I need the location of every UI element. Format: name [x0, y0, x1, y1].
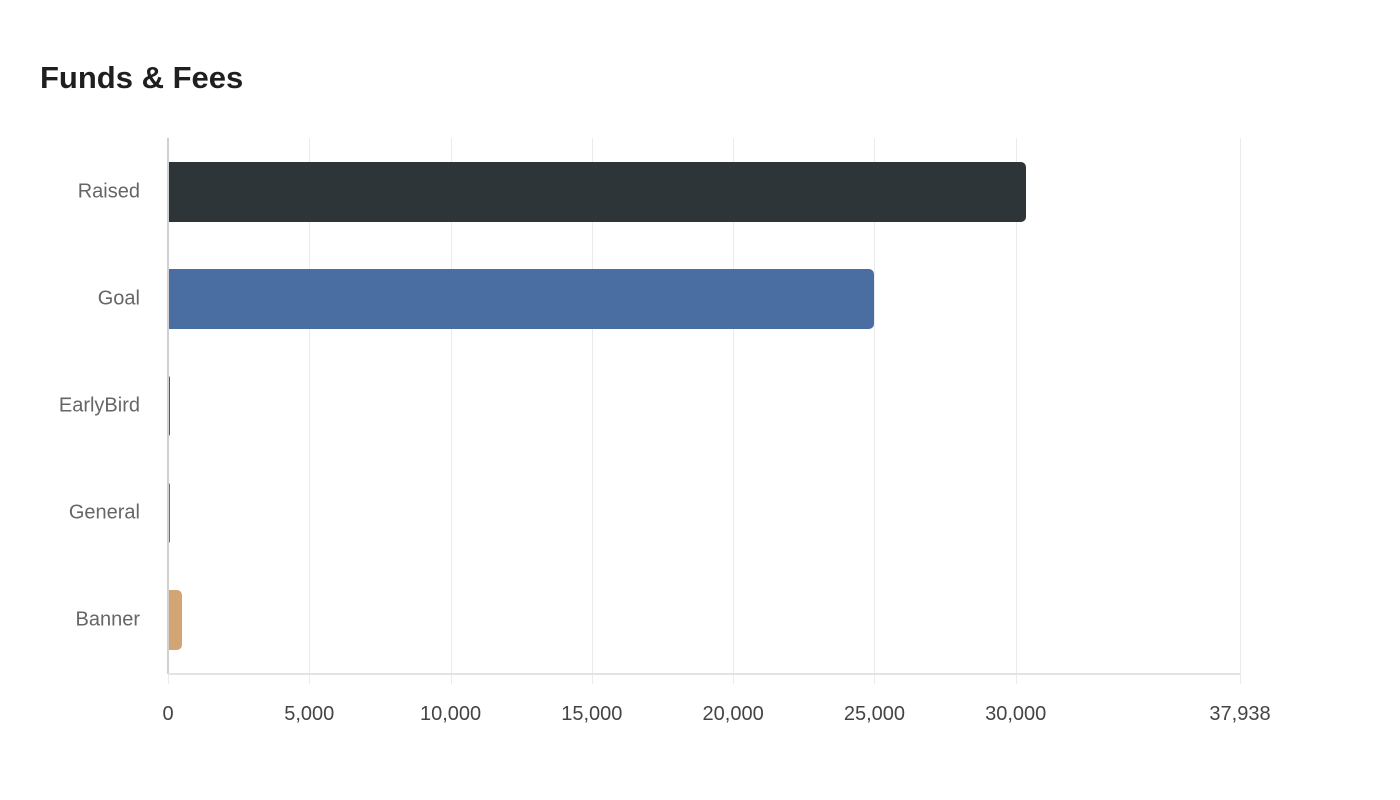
gridline: [1240, 138, 1241, 684]
gridline: [733, 138, 735, 684]
y-category-label: EarlyBird: [58, 394, 140, 417]
gridline: [450, 138, 452, 684]
x-tick-label: 25,000: [843, 703, 905, 725]
bar-earlybird[interactable]: [168, 376, 171, 436]
x-tick-label: 15,000: [561, 703, 623, 725]
x-axis-line: [168, 673, 1240, 675]
x-tick-label: 5,000: [284, 703, 335, 725]
x-tick-label: 20,000: [702, 703, 764, 725]
y-category-label: Banner: [75, 608, 141, 631]
plot-area: [168, 138, 1241, 684]
chart-title: Funds & Fees: [40, 60, 244, 95]
x-tick-label: 37,938: [1209, 703, 1271, 725]
x-tick-label: 30,000: [985, 703, 1047, 725]
bar-general[interactable]: [168, 483, 170, 544]
gridline: [1015, 138, 1017, 684]
x-tick-label: 10,000: [419, 703, 482, 725]
gridline: [309, 138, 311, 684]
bar-goal[interactable]: [168, 268, 875, 329]
y-category-label: General: [68, 501, 140, 524]
y-category-label: Raised: [77, 180, 140, 203]
bar-raised[interactable]: [168, 161, 1026, 222]
x-tick-label: 0: [162, 703, 174, 725]
y-axis-line: [167, 138, 169, 674]
y-category-label: Goal: [97, 287, 140, 310]
gridline: [874, 138, 876, 684]
bar-banner[interactable]: [168, 590, 183, 651]
gridline: [591, 138, 593, 684]
